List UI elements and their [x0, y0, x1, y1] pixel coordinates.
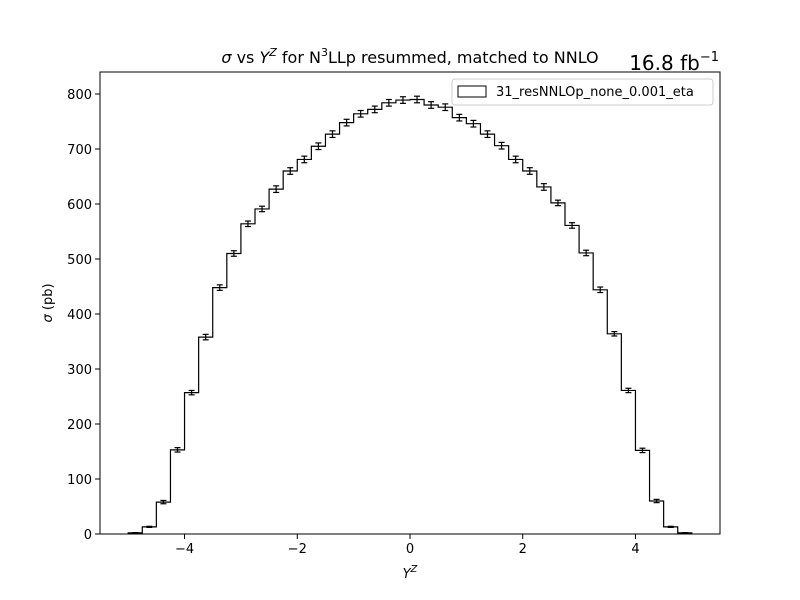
error-bar [273, 185, 280, 194]
error-bar [371, 105, 378, 114]
histogram-step-line [127, 98, 693, 534]
error-bar [526, 167, 533, 175]
y-tick-label: 800 [67, 88, 92, 103]
error-bar [554, 199, 561, 207]
error-bar [343, 118, 350, 127]
legend-frame [451, 78, 714, 106]
error-bar [216, 284, 223, 291]
axis-ticks: −4 −2 0 2 4 0 100 200 300 400 500 600 700 800 [67, 88, 639, 557]
y-tick-label: 300 [67, 363, 92, 378]
y-tick-label: 100 [67, 473, 92, 488]
error-bar [414, 95, 421, 104]
histogram [127, 98, 693, 534]
x-tick-label: −2 [288, 542, 307, 557]
legend-swatch [457, 85, 487, 98]
error-bar [569, 222, 576, 229]
plot-frame [99, 71, 721, 535]
y-axis-label: σ (pb) [41, 283, 56, 322]
error-bar [160, 499, 167, 505]
error-bar [625, 387, 632, 394]
x-tick-label: 2 [519, 542, 527, 557]
legend: 31_resNNLOp_none_0.001_eta [451, 78, 714, 106]
error-bar [399, 96, 406, 104]
error-bar [315, 142, 322, 151]
error-bar [597, 286, 604, 294]
legend-label: 31_resNNLOp_none_0.001_eta [496, 85, 694, 100]
error-bar [484, 130, 491, 139]
error-bar [188, 389, 195, 396]
error-bar [301, 155, 308, 164]
error-bar [259, 205, 266, 213]
error-bar [174, 447, 181, 453]
error-bar [244, 220, 251, 228]
error-bar [498, 141, 505, 150]
luminosity-label: 16.8 fb−1 [629, 50, 719, 75]
error-bar [287, 167, 294, 175]
error-bar [470, 119, 477, 128]
y-tick-label: 200 [67, 418, 92, 433]
error-bar [132, 532, 139, 534]
error-bars [132, 95, 688, 534]
y-tick-label: 0 [84, 528, 92, 543]
error-bar [428, 101, 435, 109]
chart-title: σ vs YZ for N3LLp resummed, matched to N… [221, 46, 598, 67]
y-tick-label: 500 [67, 253, 92, 268]
error-bar [653, 498, 660, 504]
error-bar [681, 532, 688, 534]
x-tick-label: 4 [631, 542, 639, 557]
y-tick-label: 700 [67, 143, 92, 158]
error-bar [385, 98, 392, 107]
x-tick-label: −4 [175, 542, 194, 557]
x-tick-label: 0 [406, 542, 414, 557]
error-bar [611, 331, 618, 337]
error-bar [146, 525, 153, 529]
error-bar [456, 113, 463, 122]
y-tick-label: 600 [67, 198, 92, 213]
error-bar [357, 109, 364, 118]
error-bar [442, 103, 449, 112]
error-bar [540, 183, 547, 191]
error-bar [667, 525, 674, 529]
error-bar [639, 447, 646, 454]
error-bar [202, 333, 209, 341]
error-bar [230, 250, 237, 257]
y-tick-label: 400 [67, 308, 92, 323]
error-bar [329, 130, 336, 139]
error-bar [512, 155, 519, 164]
error-bar [583, 249, 590, 257]
x-axis-label: YZ [403, 564, 419, 582]
